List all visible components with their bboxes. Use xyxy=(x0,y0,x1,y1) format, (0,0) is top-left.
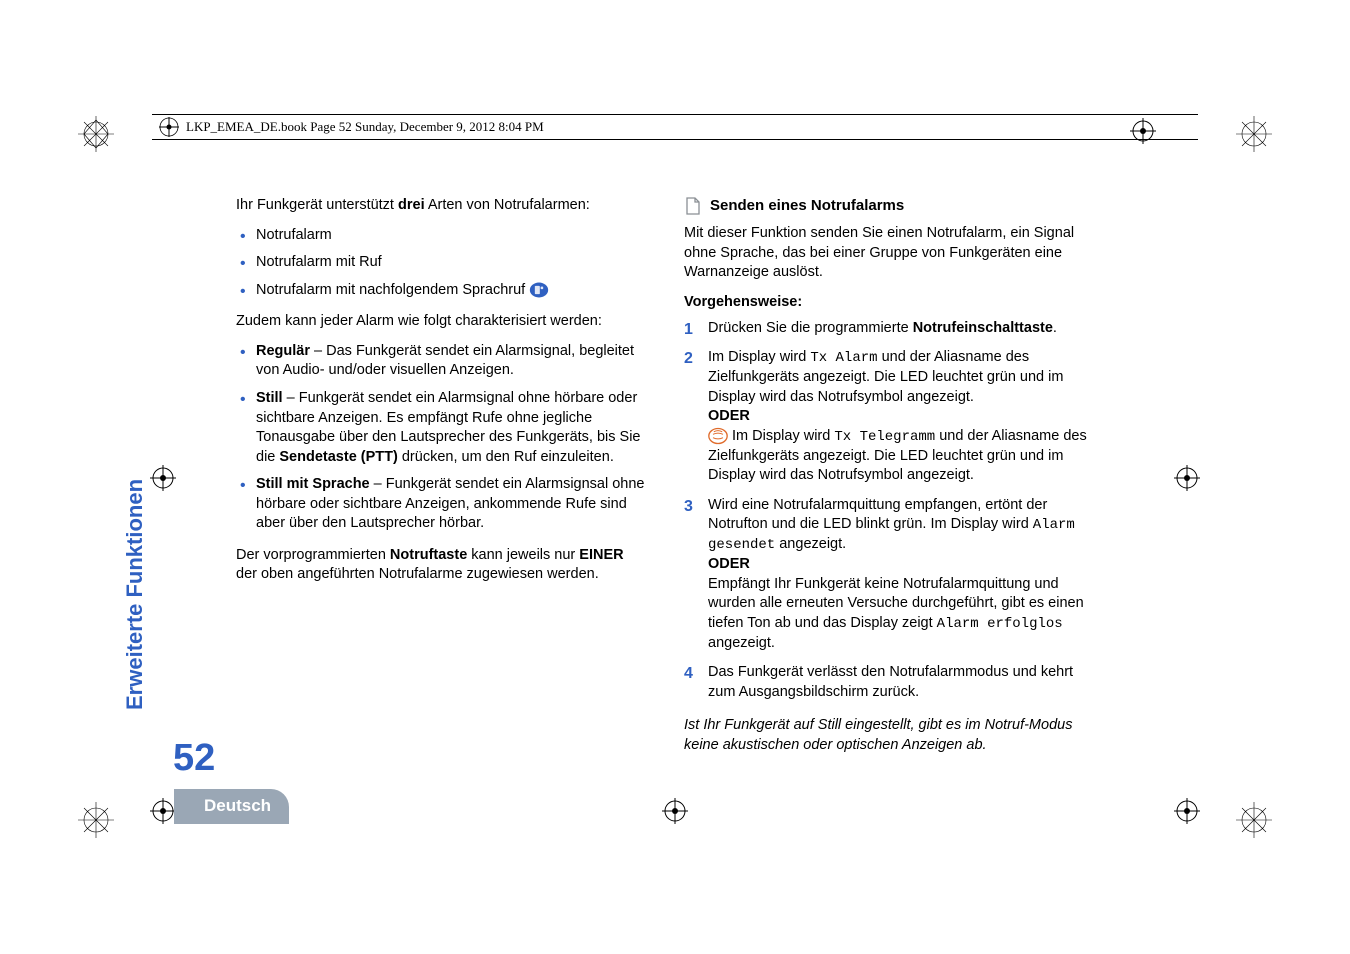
list-item: Still – Funkgerät sendet ein Alarmsignal… xyxy=(236,389,648,467)
step-item: 2 Im Display wird Tx Alarm und der Alias… xyxy=(684,348,1096,486)
print-mark-radial xyxy=(1236,116,1272,152)
step-item: 1 Drücken Sie die programmierte Notrufei… xyxy=(684,319,1096,339)
list-item: Notrufalarm mit Ruf xyxy=(236,253,648,273)
content: Ihr Funkgerät unterstützt drei Arten von… xyxy=(236,196,1096,765)
alarm-characteristics-list: Regulär – Das Funkgerät sendet ein Alarm… xyxy=(236,342,648,534)
list-item: Notrufalarm xyxy=(236,226,648,246)
procedure-label: Vorgehensweise: xyxy=(684,293,1096,313)
print-mark-radial xyxy=(78,802,114,838)
page-header: LKP_EMEA_DE.book Page 52 Sunday, Decembe… xyxy=(152,114,1198,140)
header-text: LKP_EMEA_DE.book Page 52 Sunday, Decembe… xyxy=(186,118,544,136)
step-item: 3 Wird eine Notrufalarmquittung empfange… xyxy=(684,496,1096,653)
registration-mark xyxy=(150,465,176,491)
right-column: Senden eines Notrufalarms Mit dieser Fun… xyxy=(684,196,1096,765)
print-mark-radial xyxy=(1236,802,1272,838)
section-intro: Mit dieser Funktion senden Sie einen Not… xyxy=(684,224,1096,283)
procedure-steps: 1 Drücken Sie die programmierte Notrufei… xyxy=(684,319,1096,703)
list-item: Regulär – Das Funkgerät sendet ein Alarm… xyxy=(236,342,648,381)
registration-mark xyxy=(1174,465,1200,491)
list-item: Still mit Sprache – Funkgerät sendet ein… xyxy=(236,475,648,534)
registration-mark xyxy=(662,798,688,824)
registration-mark xyxy=(1174,798,1200,824)
intro-paragraph: Ihr Funkgerät unterstützt drei Arten von… xyxy=(236,196,648,216)
radio-outline-icon xyxy=(708,427,728,445)
print-mark-radial xyxy=(78,116,114,152)
radio-fill-icon xyxy=(529,281,549,299)
list-item: Notrufalarm mit nachfolgendem Sprachruf xyxy=(236,281,648,301)
left-column: Ihr Funkgerät unterstützt drei Arten von… xyxy=(236,196,648,765)
alarm-types-list: Notrufalarm Notrufalarm mit Ruf Notrufal… xyxy=(236,226,648,301)
section-title-vertical: Erweiterte Funktionen xyxy=(120,479,150,710)
page-number: 52 xyxy=(173,733,215,784)
note-paragraph: Der vorprogrammierten Notruftaste kann j… xyxy=(236,546,648,585)
footnote: Ist Ihr Funkgerät auf Still eingestellt,… xyxy=(684,716,1096,755)
language-tab: Deutsch xyxy=(174,789,289,824)
step-item: 4 Das Funkgerät verlässt den Notrufalarm… xyxy=(684,663,1096,702)
registration-mark xyxy=(150,798,176,824)
section-heading: Senden eines Notrufalarms xyxy=(684,196,1096,216)
char-intro: Zudem kann jeder Alarm wie folgt charakt… xyxy=(236,312,648,332)
document-icon xyxy=(684,197,702,215)
